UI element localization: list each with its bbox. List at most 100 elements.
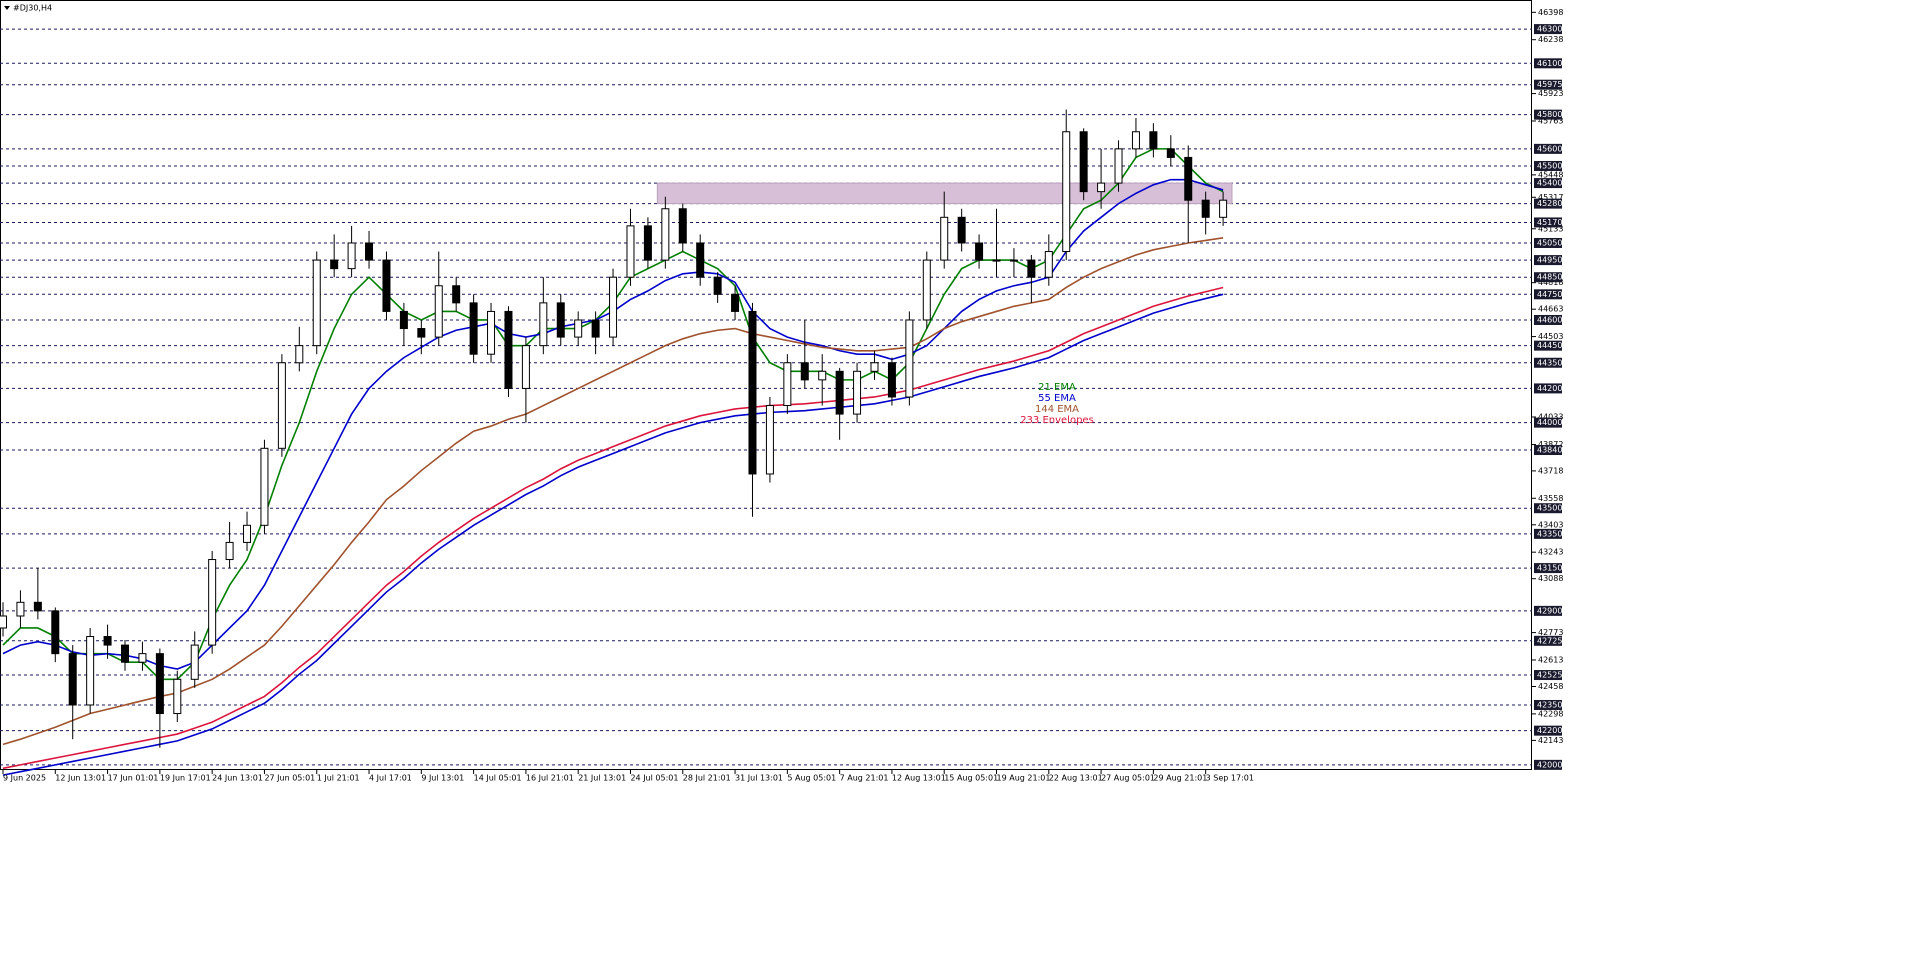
level-box <box>1534 143 1562 154</box>
candle-body <box>643 225 652 261</box>
y-tick-label: 44818 <box>1538 278 1563 287</box>
level-box <box>1534 24 1562 35</box>
x-tick-label: 12 Aug 13:01 <box>892 774 946 783</box>
level-label: 44200 <box>1537 384 1562 393</box>
y-tick-label: 45923 <box>1538 89 1563 98</box>
level-label: 42000 <box>1537 760 1562 769</box>
candle-body <box>312 259 321 347</box>
candle-body <box>1079 131 1088 193</box>
legend-label: 21 EMA <box>1038 382 1076 393</box>
level-box <box>1534 198 1562 209</box>
level-box <box>1534 255 1562 266</box>
candle-body <box>1131 131 1140 150</box>
y-tick-label: 43718 <box>1538 466 1563 475</box>
level-label: 43840 <box>1537 446 1562 455</box>
level-box <box>1534 217 1562 228</box>
y-tick-label: 43558 <box>1538 494 1563 503</box>
candle-body <box>208 559 217 646</box>
candle-body <box>818 370 827 381</box>
level-box <box>1534 725 1562 736</box>
y-tick-label: 43088 <box>1538 574 1563 583</box>
candle-body <box>1062 131 1071 253</box>
level-label: 45280 <box>1537 199 1562 208</box>
candle-body <box>870 362 879 372</box>
level-box <box>1534 528 1562 539</box>
level-box <box>1534 272 1562 283</box>
candle-body <box>922 259 931 321</box>
y-tick-label: 45133 <box>1538 224 1563 233</box>
candle-body <box>0 615 7 629</box>
level-label: 45500 <box>1537 161 1562 170</box>
level-label: 42200 <box>1537 726 1562 735</box>
level-label: 44350 <box>1537 358 1562 367</box>
x-tick-label: 16 Jul 21:01 <box>526 774 574 783</box>
level-label: 44850 <box>1537 273 1562 282</box>
y-tick-label: 42773 <box>1538 628 1563 637</box>
x-tick-label: 28 Jul 21:01 <box>683 774 731 783</box>
level-box <box>1534 237 1562 248</box>
y-tick-label: 46238 <box>1538 35 1563 44</box>
candle-body <box>800 362 809 381</box>
x-tick-label: 19 Jun 17:01 <box>160 774 211 783</box>
level-label: 43500 <box>1537 504 1562 513</box>
indicator-line <box>2 293 1224 776</box>
y-tick-label: 42298 <box>1538 709 1563 718</box>
level-box <box>1534 383 1562 394</box>
level-box <box>1534 503 1562 514</box>
candle-body <box>591 319 600 338</box>
level-label: 46300 <box>1537 25 1562 34</box>
candle-body <box>121 644 130 663</box>
x-tick-label: 21 Jul 13:01 <box>578 774 626 783</box>
plot-frame <box>0 0 1532 770</box>
x-tick-label: 27 Aug 05:01 <box>1101 774 1155 783</box>
candle-body <box>51 610 60 655</box>
candle-body <box>469 302 478 355</box>
x-tick-label: 17 Jun 01:01 <box>108 774 159 783</box>
level-box <box>1534 357 1562 368</box>
level-label: 44600 <box>1537 315 1562 324</box>
candle-body <box>1149 131 1158 150</box>
candle-body <box>748 310 757 475</box>
candle-body <box>138 653 147 663</box>
x-tick-label: 31 Jul 13:01 <box>735 774 783 783</box>
y-tick-label: 46398 <box>1538 8 1563 17</box>
candle-body <box>190 644 199 680</box>
y-tick-label: 45448 <box>1538 170 1563 179</box>
legend-label: 55 EMA <box>1038 393 1076 404</box>
menu-icon[interactable] <box>4 6 10 10</box>
candle-body <box>103 636 112 646</box>
candle-body <box>243 524 252 543</box>
candle-body <box>957 216 966 244</box>
level-box <box>1534 635 1562 646</box>
candle-body <box>539 302 548 347</box>
y-tick-label: 44033 <box>1538 412 1563 421</box>
x-tick-label: 3 Sep 17:01 <box>1206 774 1254 783</box>
level-label: 43350 <box>1537 529 1562 538</box>
candle-body <box>434 285 443 338</box>
y-tick-label: 43243 <box>1538 548 1563 557</box>
chart-title: #DJ30,H4 <box>13 4 52 13</box>
candle-body <box>399 310 408 330</box>
candle-body <box>1097 182 1106 193</box>
level-label: 42725 <box>1537 636 1562 645</box>
level-box <box>1534 109 1562 120</box>
level-label: 46100 <box>1537 59 1562 68</box>
candle-body <box>835 370 844 415</box>
candle-body <box>1201 199 1210 218</box>
y-tick-label: 45763 <box>1538 116 1563 125</box>
candle-body <box>1114 148 1123 184</box>
candle-body <box>731 293 740 312</box>
x-tick-label: 7 Aug 21:01 <box>840 774 889 783</box>
legend-label: 144 EMA <box>1035 404 1079 415</box>
level-box <box>1534 417 1562 428</box>
level-label: 44750 <box>1537 290 1562 299</box>
level-box <box>1534 445 1562 456</box>
candle-body <box>417 328 426 338</box>
candle-body <box>1184 156 1193 201</box>
x-tick-label: 5 Aug 05:01 <box>787 774 836 783</box>
candle-body <box>155 653 164 715</box>
candle-body <box>452 285 461 304</box>
legend-label: 233 Envelopes <box>1020 415 1094 426</box>
